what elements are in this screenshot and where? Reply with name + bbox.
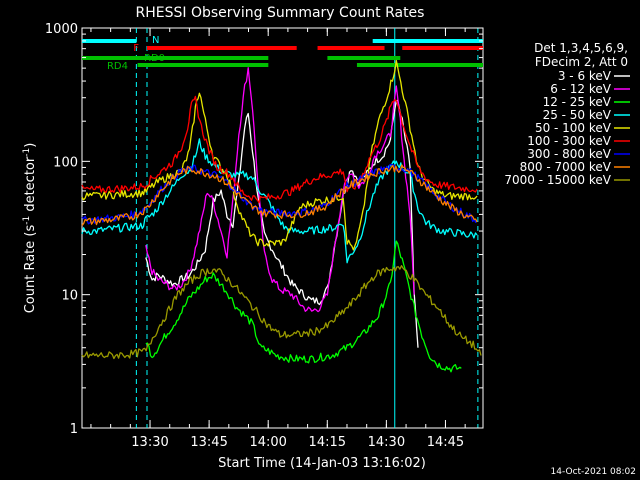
series-line-0 (145, 99, 419, 348)
state-bar-label-n: N (152, 35, 159, 46)
y-label-mid: detector (23, 156, 38, 216)
x-tick-label-2: 14:00 (249, 435, 286, 450)
state-bar-label-f: F (133, 43, 139, 54)
series-line-5 (81, 95, 478, 204)
state-bar-label-rd4: RD4 (107, 61, 128, 72)
x-axis-label: Start Time (14-Jan-03 13:16:02) (218, 456, 426, 471)
legend-label-1: 6 - 12 keV (550, 82, 612, 96)
y-label-sup1: -1 (22, 216, 32, 225)
legend-label-8: 7000 - 15000 keV (504, 173, 611, 187)
legend-label-3: 25 - 50 keV (543, 108, 612, 122)
state-bar-label-rd0: RD0 (144, 53, 165, 64)
x-tick-label-5: 14:45 (427, 435, 464, 450)
series-line-6 (81, 163, 478, 225)
series-line-1 (145, 67, 415, 313)
series-line-4 (81, 59, 478, 251)
y-tick-label-3: 1000 (45, 22, 78, 37)
x-tick-label-1: 13:45 (190, 435, 227, 450)
y-label-sup2: -1 (22, 148, 32, 157)
series-line-8 (81, 265, 482, 360)
axes: 1 10 100 1000 13:30 13:45 14:00 14:15 14:30 14:45 (45, 22, 483, 450)
state-bars: N F RD0 RD4 (82, 35, 483, 72)
legend-label-0: 3 - 6 keV (558, 69, 612, 83)
y-label-end: ) (23, 143, 38, 148)
legend-label-6: 300 - 800 keV (527, 147, 611, 161)
series-line-7 (81, 164, 478, 226)
x-tick-label-3: 14:15 (309, 435, 346, 450)
legend-header-1: Det 1,3,4,5,6,9, (534, 41, 628, 55)
y-tick-label-0: 1 (70, 422, 78, 437)
x-tick-label-0: 13:30 (131, 435, 168, 450)
legend-label-2: 12 - 25 keV (543, 95, 612, 109)
y-label-main: Count Rate (s (23, 225, 38, 314)
series-line-3 (81, 138, 478, 264)
chart-title: RHESSI Observing Summary Count Rates (136, 5, 425, 21)
x-tick-label-4: 14:30 (368, 435, 405, 450)
legend: Det 1,3,4,5,6,9, FDecim 2, Att 0 3 - 6 k… (504, 41, 630, 187)
y-axis-label: Count Rate (s-1 detector-1) (22, 143, 38, 314)
y-tick-label-1: 10 (61, 289, 78, 304)
plot-frame (81, 27, 484, 429)
y-tick-label-2: 100 (53, 155, 78, 170)
legend-label-5: 100 - 300 keV (527, 134, 611, 148)
legend-label-7: 800 - 7000 keV (520, 160, 612, 174)
legend-header-2: FDecim 2, Att 0 (535, 55, 628, 69)
series-layer (81, 59, 482, 373)
series-line-2 (145, 240, 462, 373)
legend-label-4: 50 - 100 keV (535, 121, 612, 135)
footer-date: 14-Oct-2021 08:02 (551, 467, 636, 477)
